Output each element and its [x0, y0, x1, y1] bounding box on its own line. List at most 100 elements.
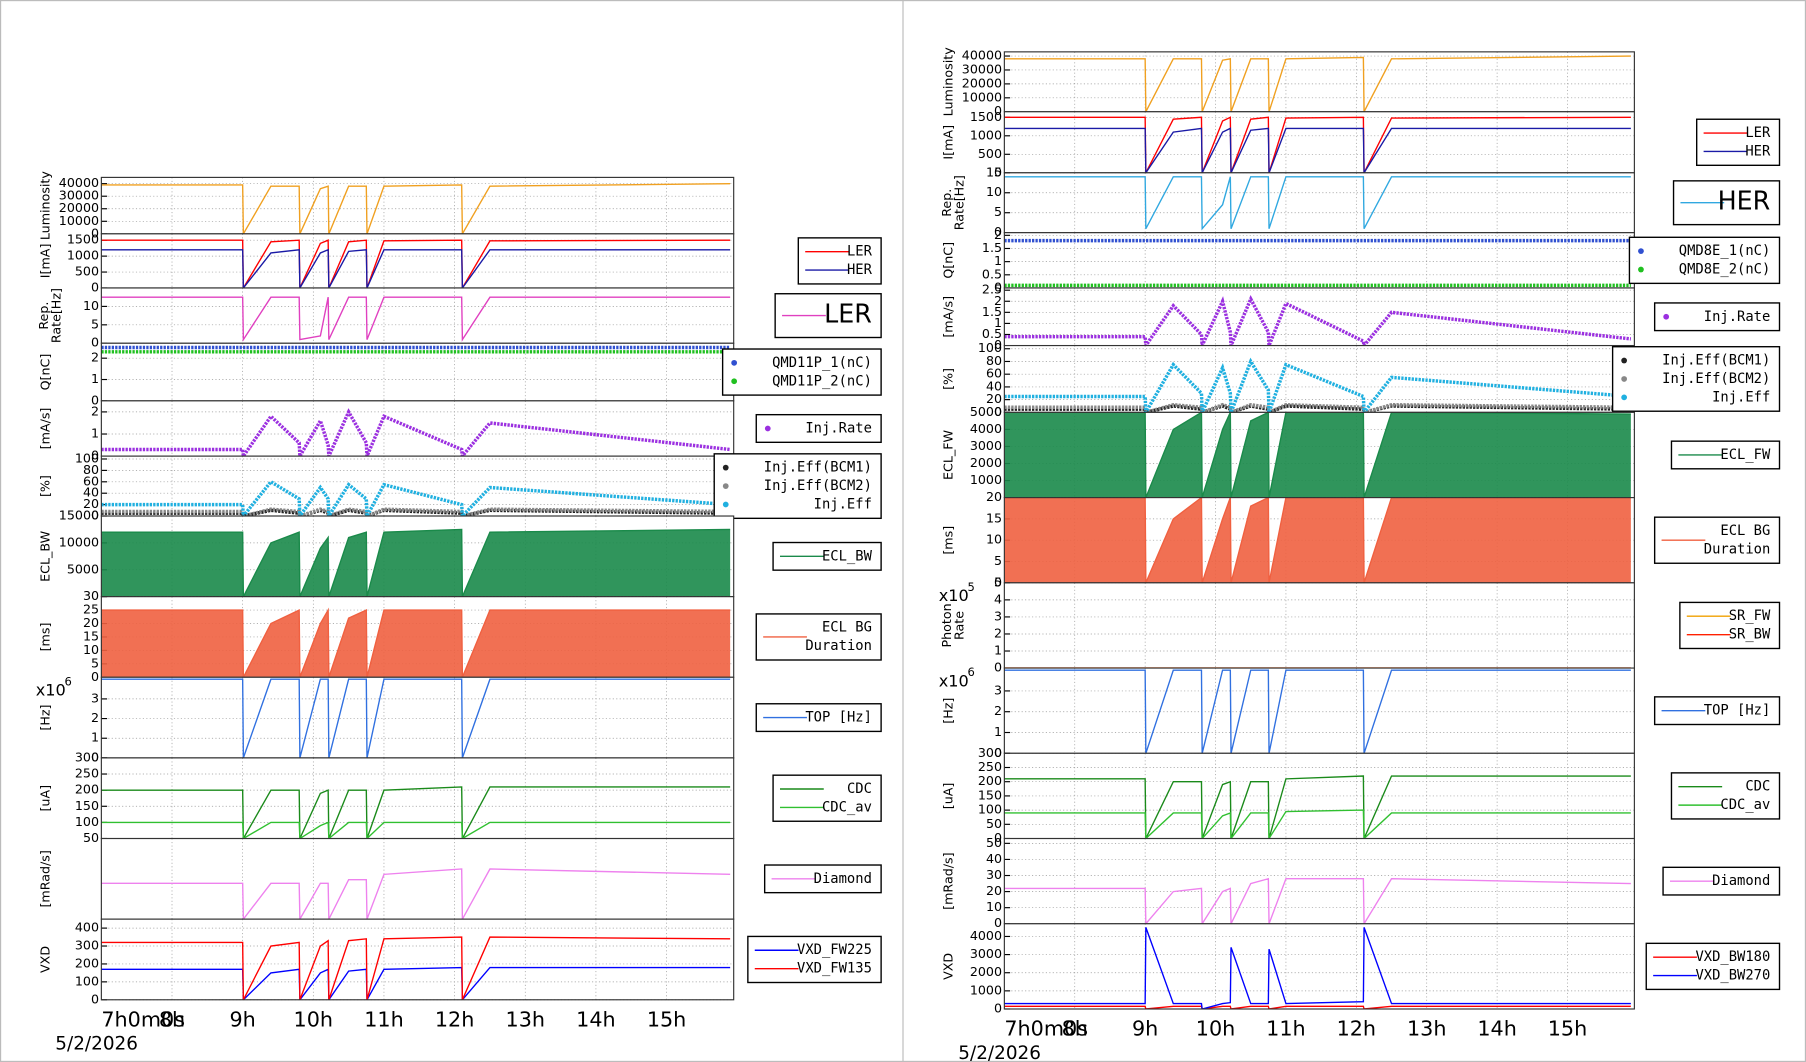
legend-label: HER — [847, 262, 873, 278]
legend-marker — [1621, 394, 1628, 401]
y-tick-label: 100 — [75, 450, 99, 465]
legend-marker — [722, 501, 729, 508]
y-tick-label: 30000 — [962, 61, 1002, 76]
x-tick-label: 11h — [1266, 1017, 1306, 1041]
legend-label: CDC — [847, 781, 872, 797]
y-tick-label: 10000 — [962, 89, 1002, 104]
y-tick-label: 60 — [986, 366, 1002, 381]
y-axis-label: I[mA] — [941, 125, 956, 160]
y-tick-label: 5 — [91, 655, 99, 670]
y-tick-label: 10 — [83, 298, 99, 313]
y-tick-label: 3000 — [970, 946, 1002, 961]
legend-label: CDC — [1745, 779, 1770, 795]
y-axis-label: [%] — [38, 475, 53, 497]
axis-multiplier-exp: 5 — [968, 580, 975, 594]
legend-label: Inj.Eff(BCM1) — [1662, 353, 1770, 369]
y-tick-label: 20 — [986, 489, 1002, 504]
legend — [1679, 601, 1781, 650]
x-tick-label: 15h — [647, 1008, 686, 1032]
y-tick-label: 40 — [986, 378, 1002, 393]
y-tick-label: 5 — [994, 574, 1002, 589]
y-axis-label: I[mA] — [38, 244, 53, 279]
legend-label: QMD11P_1(nC) — [772, 355, 872, 371]
series-line — [1004, 295, 1632, 346]
plot-area — [101, 233, 734, 288]
date-label: 5/2/2026 — [55, 1034, 138, 1055]
axis-multiplier-exp: 6 — [65, 674, 72, 688]
legend-label: SR_FW — [1729, 608, 1771, 624]
legend-label: LER — [1745, 125, 1771, 141]
plot-area — [1004, 345, 1635, 413]
legend-label: Inj.Eff(BCM2) — [1662, 371, 1770, 387]
plot-frame — [1003, 923, 1635, 1010]
y-tick-label: 50 — [986, 816, 1002, 831]
y-tick-label: 0 — [91, 335, 99, 350]
legend-marker — [731, 359, 738, 366]
y-tick-label: 2 — [91, 403, 99, 418]
legend-label: Inj.Eff(BCM2) — [764, 478, 872, 494]
legend — [1653, 302, 1781, 332]
y-tick-label: 0.5 — [982, 326, 1002, 341]
legend-label: VXD_FW135 — [797, 961, 872, 977]
legend — [1628, 236, 1781, 285]
legend — [1611, 346, 1781, 412]
legend-label: CDC_av — [1720, 797, 1770, 813]
plot-area — [101, 919, 734, 1000]
y-tick-label: 100 — [978, 802, 1002, 817]
y-tick-label: 200 — [978, 773, 1002, 788]
plot-area — [1004, 668, 1635, 754]
legend — [721, 348, 882, 396]
legend-label: ECL_BW — [822, 548, 873, 564]
y-tick-label: 10000 — [59, 534, 99, 549]
legend-label: VXD_FW225 — [797, 942, 872, 958]
y-tick-label: 2 — [994, 703, 1002, 718]
y-tick-label: 2.5 — [982, 282, 1002, 297]
y-tick-label: 5 — [994, 204, 1002, 219]
legend-label: TOP [Hz] — [1704, 703, 1771, 719]
plot-area — [101, 177, 734, 234]
series-line — [101, 786, 731, 839]
y-tick-label: 2 — [994, 625, 1002, 640]
plot-area — [1004, 582, 1635, 669]
y-tick-label: 0 — [91, 448, 99, 463]
plot-area — [1004, 51, 1635, 112]
y-tick-label: 1 — [91, 730, 99, 745]
axis-multiplier: x10 — [939, 671, 969, 690]
y-tick-label: 15 — [83, 628, 99, 643]
y-tick-label: 0 — [994, 830, 1002, 845]
legend-label: VXD_BW180 — [1695, 949, 1770, 965]
y-axis-label: Luminosity — [941, 47, 956, 117]
plot-area — [1004, 111, 1635, 173]
series-line — [1004, 1005, 1631, 1009]
axis-multiplier: x10 — [36, 681, 66, 700]
y-tick-label: 1000 — [970, 472, 1002, 487]
legend-marker — [1638, 248, 1644, 254]
y-tick-label: 0 — [91, 279, 99, 294]
legend-label: QMD8E_1(nC) — [1679, 243, 1770, 259]
x-tick-label: 12h — [1337, 1017, 1377, 1041]
legend — [713, 453, 882, 520]
y-tick-label: 0 — [994, 1000, 1002, 1015]
y-tick-label: 0 — [994, 103, 1002, 118]
y-tick-label: 10000 — [59, 213, 99, 228]
y-tick-label: 250 — [978, 759, 1002, 774]
y-axis-label: Rep. — [36, 302, 51, 330]
series-line — [1004, 497, 1631, 583]
legend-marker — [1638, 266, 1644, 273]
series-line — [1004, 775, 1631, 839]
series-line — [101, 248, 731, 288]
series-area — [101, 610, 731, 678]
plot-area — [1004, 923, 1635, 1009]
plot-area — [101, 400, 734, 457]
y-tick-label: 40000 — [59, 175, 99, 190]
y-tick-label: 1500 — [67, 232, 99, 247]
series-line — [101, 479, 731, 517]
x-tick-label: 8h — [159, 1008, 185, 1032]
x-tick-label: 15h — [1548, 1017, 1588, 1041]
y-axis-label: Photon — [939, 603, 954, 647]
y-axis-label: [uA] — [941, 783, 956, 810]
y-tick-label: 0 — [994, 745, 1002, 760]
series-line — [1004, 55, 1631, 112]
y-tick-label: 0 — [91, 508, 99, 523]
x-tick-label: 11h — [364, 1008, 404, 1032]
